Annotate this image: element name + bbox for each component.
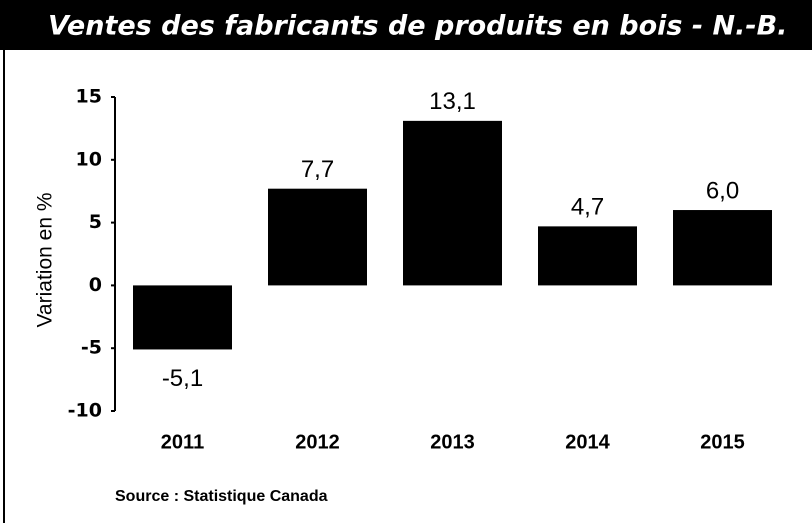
value-label: -5,1 <box>162 365 203 392</box>
y-tick-label: 10 <box>76 148 102 170</box>
x-tick-label: 2011 <box>161 431 204 453</box>
x-tick-label: 2013 <box>430 431 475 453</box>
value-label: 13,1 <box>429 88 476 115</box>
value-label: 6,0 <box>706 177 739 204</box>
x-tick-label: 2014 <box>565 431 610 453</box>
bar <box>673 210 772 286</box>
y-tick-label: -10 <box>68 400 102 422</box>
source: Source : Statistique Canada <box>115 488 328 505</box>
bar <box>538 226 637 286</box>
x-tick-label: 2012 <box>295 431 340 453</box>
chart-title: Ventes des fabricants de produits en boi… <box>48 11 787 42</box>
bar <box>133 285 232 350</box>
title-bar <box>0 0 812 50</box>
value-label: 4,7 <box>571 194 604 221</box>
y-tick-label: -5 <box>81 337 102 359</box>
value-label: 7,7 <box>301 156 334 183</box>
y-tick-label: 15 <box>76 86 102 108</box>
x-tick-label: 2015 <box>700 431 745 453</box>
y-axis-label: Variation en % <box>34 192 57 327</box>
y-tick-label: 5 <box>89 211 102 233</box>
bar <box>403 120 502 286</box>
bar <box>268 188 367 286</box>
y-tick-label: 0 <box>89 274 102 296</box>
